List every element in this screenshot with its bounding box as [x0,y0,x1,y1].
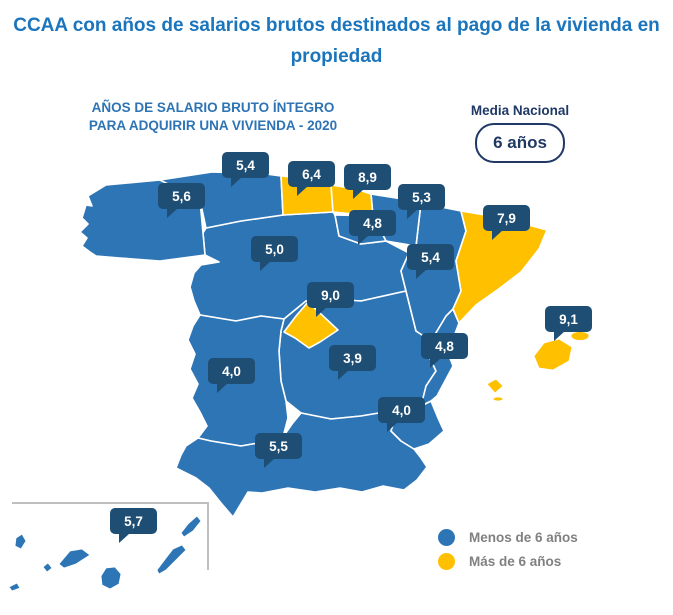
tooltip-value: 9,1 [559,311,578,327]
region-baleares-group [486,331,590,402]
region-canarias-fuerteventura [156,544,187,575]
region-canarias-el-hierro [8,582,21,592]
tooltip-canarias: 5,7 [110,508,157,543]
legend-label-under-6: Menos de 6 años [469,529,578,545]
region-baleares-ibiza [486,378,504,394]
page-title-line2: propiedad [290,46,383,67]
map-subtitle-line2: PARA ADQUIRIR UNA VIVIENDA - 2020 [88,118,338,133]
region-baleares-mallorca [533,338,573,371]
tooltip-value: 3,9 [343,350,362,366]
region-baleares-menorca [570,331,590,341]
region-canarias-la-gomera [42,562,53,573]
tooltip-value: 5,4 [236,157,255,173]
legend-item-under-6: Menos de 6 años [438,528,578,546]
region-madrid [283,301,339,349]
tooltip-value: 5,4 [421,249,440,265]
tooltip-la-rioja: 4,8 [349,210,396,245]
legend-label-over-6: Más de 6 años [469,553,562,569]
tooltip-navarra: 5,3 [398,184,445,219]
tooltip-baleares: 9,1 [545,306,592,341]
region-canarias-la-palma [14,533,27,550]
tooltip-galicia: 5,6 [158,183,205,218]
map-subtitle: AÑOS DE SALARIO BRUTO ÍNTEGRO PARA ADQUI… [78,99,348,135]
tooltip-castilla-y-leon: 5,0 [251,236,298,271]
tooltip-castilla-la-mancha: 3,9 [329,345,376,380]
tooltip-murcia: 4,0 [378,397,425,432]
tooltip-value: 8,9 [358,169,377,185]
tooltip-pais-vasco: 8,9 [344,164,391,199]
canarias-inset-border [12,502,209,570]
tooltip-value: 5,5 [269,438,288,454]
region-canarias-tenerife [58,548,91,569]
tooltip-value: 4,8 [363,215,382,231]
tooltip-value: 9,0 [321,287,340,303]
tooltip-value: 5,0 [265,241,284,257]
legend-dot-under-6-icon [438,528,455,546]
tooltip-extremadura: 4,0 [208,358,255,393]
tooltip-madrid: 9,0 [307,282,354,317]
tooltip-aragon: 5,4 [407,244,454,279]
region-canarias-gran-canaria [100,566,122,590]
tooltip-asturias: 5,4 [222,152,269,187]
tooltip-value: 4,0 [392,402,411,418]
tooltip-value: 5,6 [172,188,191,204]
tooltip-value: 5,7 [124,513,143,529]
page-title-line1: CCAA con años de salarios brutos destina… [13,15,660,36]
tooltip-c-valenciana: 4,8 [421,333,468,368]
tooltip-value: 6,4 [302,166,321,182]
tooltip-value: 7,9 [497,210,516,226]
tooltip-cataluna: 7,9 [483,205,530,240]
media-nacional-label: Media Nacional [470,103,570,118]
region-canarias-lanzarote [180,515,202,538]
legend-dot-over-6-icon [438,552,455,570]
tooltip-andalucia: 5,5 [255,433,302,468]
tooltip-cantabria: 6,4 [288,161,335,196]
map-subtitle-line1: AÑOS DE SALARIO BRUTO ÍNTEGRO [91,100,335,115]
media-nacional-value: 6 años [493,133,547,152]
tooltip-value: 4,8 [435,338,454,354]
region-canarias-group [8,515,202,592]
region-baleares-formentera [492,396,504,402]
page-title: CCAA con años de salarios brutos destina… [0,10,673,72]
tooltip-value: 5,3 [412,189,431,205]
media-nacional-value-pill: 6 años [475,123,565,163]
legend-item-over-6: Más de 6 años [438,552,561,570]
tooltip-value: 4,0 [222,363,241,379]
